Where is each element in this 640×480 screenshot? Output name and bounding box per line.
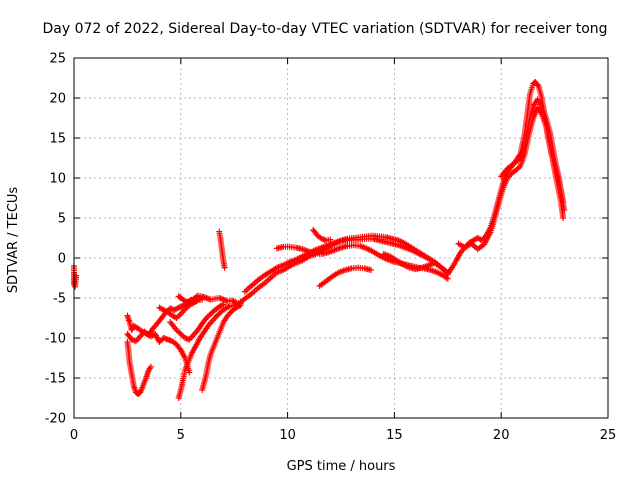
y-tick-label: -10	[45, 332, 66, 347]
series-trace-d	[156, 296, 206, 321]
y-tick-labels: -20 -15 -10 -5 0 5 10 15 20 25	[45, 52, 66, 427]
data-point-marker	[147, 363, 154, 370]
data-point-marker	[221, 264, 228, 271]
y-tick-label: 5	[58, 212, 66, 227]
series-trace-g	[199, 302, 244, 393]
series-trace-n	[310, 227, 334, 244]
y-tick-label: 10	[49, 172, 66, 187]
data-point-marker	[367, 267, 374, 273]
series-trace-i	[167, 301, 227, 343]
series-trace-b	[124, 339, 154, 397]
x-tick-labels: 0 5 10 15 20 25	[70, 428, 616, 443]
x-tick-label: 15	[386, 428, 403, 443]
data-marks	[71, 79, 568, 401]
y-tick-label: 0	[58, 252, 66, 267]
y-tick-label: 15	[49, 132, 66, 147]
chart-title: Day 072 of 2022, Sidereal Day-to-day VTE…	[42, 21, 607, 37]
y-tick-label: -15	[45, 372, 66, 387]
series-start	[71, 263, 80, 290]
x-tick-label: 5	[177, 428, 185, 443]
y-tick-label: -5	[53, 292, 66, 307]
y-axis-label: SDTVAR / TECUs	[6, 187, 21, 294]
series-trace-l	[273, 242, 451, 282]
y-tick-label: -20	[45, 412, 66, 427]
series-trace-e	[175, 292, 244, 307]
data-point-marker	[220, 301, 227, 308]
x-tick-label: 10	[279, 428, 296, 443]
x-tick-label: 25	[600, 428, 617, 443]
data-point-marker	[534, 81, 541, 88]
series-trace-q	[455, 104, 567, 253]
grid-lines	[74, 58, 608, 418]
x-tick-label: 0	[70, 428, 78, 443]
x-tick-label: 20	[493, 428, 510, 443]
series-trace-r	[498, 96, 568, 213]
series-trace-k	[241, 232, 441, 295]
data-point-marker	[560, 215, 567, 221]
plot-frame	[73, 57, 609, 419]
data-point-marker	[561, 207, 568, 213]
series-trace-h	[216, 228, 228, 271]
y-tick-label: 25	[49, 52, 66, 67]
x-axis-label: GPS time / hours	[287, 459, 396, 474]
series-trace-m	[316, 264, 374, 289]
y-tick-label: 20	[49, 92, 66, 107]
data-point-marker	[327, 236, 334, 243]
